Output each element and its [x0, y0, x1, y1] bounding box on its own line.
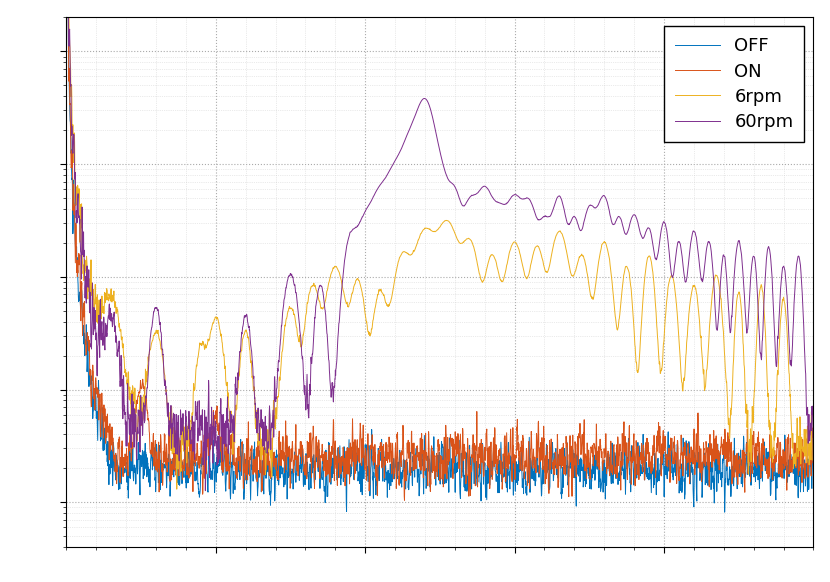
OFF — [808, 449, 818, 456]
ON — [193, 440, 203, 447]
ON — [714, 459, 724, 466]
ON — [808, 453, 818, 460]
6rpm — [349, 282, 359, 289]
ON — [399, 497, 409, 504]
ON — [148, 443, 158, 450]
60rpm — [349, 225, 359, 232]
ON — [381, 439, 391, 446]
6rpm — [193, 357, 203, 364]
OFF — [381, 477, 391, 484]
OFF — [720, 509, 730, 516]
60rpm — [200, 487, 210, 494]
OFF — [714, 480, 724, 487]
Legend: OFF, ON, 6rpm, 60rpm: OFF, ON, 6rpm, 60rpm — [664, 27, 804, 142]
ON — [349, 439, 359, 446]
Line: ON: ON — [68, 0, 813, 501]
6rpm — [172, 485, 182, 492]
6rpm — [794, 433, 804, 440]
Line: 6rpm: 6rpm — [68, 0, 813, 489]
ON — [794, 445, 804, 452]
60rpm — [794, 253, 804, 260]
6rpm — [808, 436, 818, 443]
60rpm — [381, 173, 391, 180]
Line: 60rpm: 60rpm — [68, 0, 813, 491]
Line: OFF: OFF — [68, 0, 813, 512]
6rpm — [381, 300, 391, 307]
OFF — [794, 454, 804, 461]
OFF — [193, 459, 203, 466]
OFF — [148, 458, 158, 465]
60rpm — [148, 315, 158, 322]
6rpm — [148, 336, 158, 343]
60rpm — [714, 310, 724, 317]
6rpm — [714, 279, 724, 286]
OFF — [349, 465, 359, 472]
60rpm — [193, 403, 203, 410]
60rpm — [808, 465, 818, 472]
